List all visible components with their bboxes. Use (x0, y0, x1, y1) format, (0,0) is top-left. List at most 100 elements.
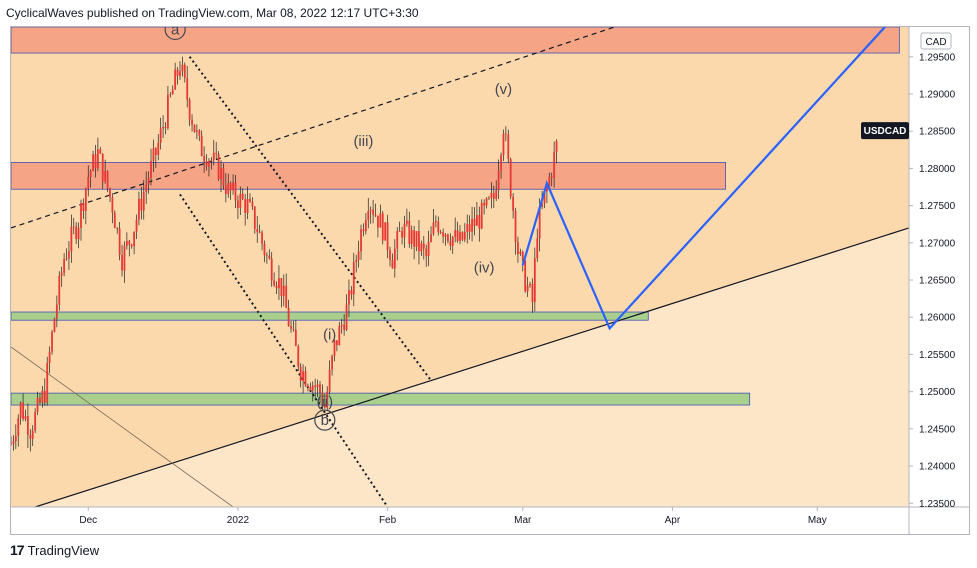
candle-body (377, 215, 379, 228)
candle-body (55, 304, 58, 319)
candle-body (335, 340, 338, 346)
currency-label: CAD (920, 32, 952, 50)
candle-body (285, 285, 288, 308)
candle-body (24, 416, 27, 420)
candle-body (270, 258, 273, 281)
candle-body (195, 130, 198, 132)
candle-body (355, 259, 358, 263)
candle-body (167, 94, 169, 128)
candle-body (19, 402, 22, 419)
impulse-projection-line (521, 27, 886, 331)
candle-body (393, 248, 396, 269)
time-axis[interactable]: Dec 2022 Feb Mar Apr May (79, 507, 827, 526)
price-chart[interactable]: a (v) (iii) (iv) (i) (ii) b 1.29500 1.29000 1.28… (10, 26, 970, 535)
plot-area[interactable]: a (v) (iii) (iv) (i) (ii)b (11, 27, 909, 515)
candle-body (502, 133, 505, 156)
candle-body (331, 355, 333, 370)
candle-body (275, 285, 278, 289)
candle-body (220, 168, 222, 180)
candle-body (343, 324, 346, 330)
wave-label-1: (v) (495, 81, 513, 98)
candle-body (261, 232, 263, 244)
candle-body (316, 384, 319, 388)
y-tick-label: 1.25000 (919, 387, 956, 398)
candle-body (379, 213, 382, 228)
candle-body (268, 255, 271, 259)
candle-body (456, 230, 459, 241)
candle-body (294, 329, 297, 346)
candle-body (159, 128, 162, 143)
candle-body (224, 185, 227, 195)
candle-body (205, 161, 208, 167)
footer-brand[interactable]: 17 TradingView (10, 542, 99, 558)
candle-body (179, 71, 181, 76)
candle-body (111, 197, 114, 213)
candle-body (543, 191, 546, 204)
candle-body (169, 94, 172, 96)
candle-body (138, 198, 140, 220)
candle-body (507, 134, 510, 160)
candle-body (150, 160, 152, 179)
candle-body (408, 220, 411, 244)
candle-body (239, 193, 242, 208)
candle-body (495, 190, 498, 199)
candle-body (227, 183, 230, 195)
candle-body (89, 171, 92, 177)
candle-body (475, 215, 478, 226)
candle-body (188, 99, 191, 120)
candle-body (304, 371, 307, 386)
candle-body (118, 228, 121, 255)
candle-body (152, 148, 155, 161)
candle-body (485, 198, 488, 206)
candle-body (442, 232, 445, 237)
candle-body (427, 241, 430, 257)
y-tick-label: 1.29500 (919, 52, 956, 63)
candle-body (106, 170, 109, 189)
candle-body (362, 229, 365, 232)
candle-body (345, 304, 348, 330)
candle-body (451, 236, 454, 246)
candle-body (241, 193, 244, 200)
candle-body (492, 192, 495, 199)
candle-body (290, 325, 292, 329)
candles (11, 56, 558, 452)
price-axis[interactable]: 1.29500 1.29000 1.28500 1.28000 1.27500 1.270… (909, 52, 956, 510)
candle-body (461, 232, 464, 240)
candle-body (483, 202, 486, 206)
candle-body (514, 210, 517, 243)
candle-body (215, 152, 218, 154)
candle-body (130, 244, 133, 247)
x-tick-label: Mar (514, 515, 532, 526)
y-tick-label: 1.23500 (919, 499, 956, 510)
chart-canvas[interactable]: a (v) (iii) (iv) (i) (ii)b 1.29500 1.29000 1.28… (11, 27, 969, 534)
candle-body (444, 234, 447, 237)
candle-body (432, 222, 435, 235)
candle-body (198, 130, 201, 136)
candle-body (434, 221, 437, 223)
tradingview-logo-icon: 17 (10, 542, 25, 558)
x-tick-label: Dec (79, 515, 97, 526)
candle-body (135, 219, 138, 232)
candle-body (12, 441, 15, 444)
candle-body (63, 258, 66, 273)
y-tick-label: 1.28500 (919, 127, 956, 138)
candle-body (210, 160, 213, 162)
candle-body (200, 135, 203, 157)
candle-body (65, 258, 68, 260)
candle-body (174, 69, 177, 90)
candle-body (328, 369, 331, 392)
candle-body (186, 77, 189, 100)
candle-body (87, 176, 90, 189)
candle-body (246, 198, 249, 214)
candle-body (82, 203, 85, 212)
candle-body (53, 318, 56, 332)
candle-body (348, 290, 350, 305)
y-tick-label: 1.26000 (919, 313, 956, 324)
wave-label-0: a (171, 27, 180, 38)
candle-body (517, 242, 519, 254)
y-tick-label: 1.24000 (919, 462, 956, 473)
wave-circle-a (164, 27, 186, 41)
price-zone-2 (11, 311, 649, 321)
price-zone-1 (11, 162, 726, 190)
candle-body (31, 430, 34, 439)
